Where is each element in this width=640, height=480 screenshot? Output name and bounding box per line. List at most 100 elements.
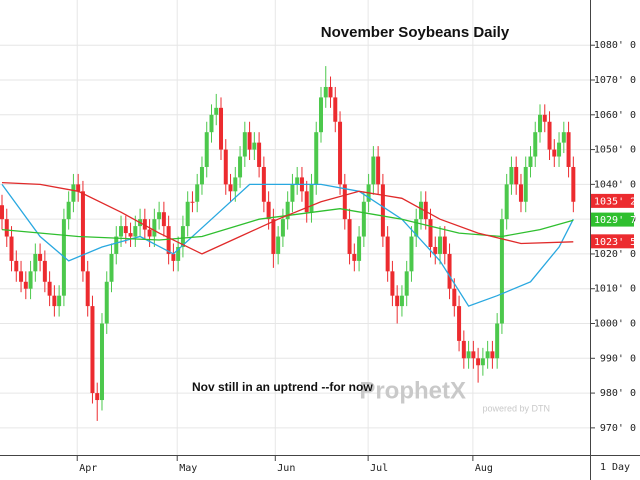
- candle-body: [557, 142, 562, 157]
- candle-body: [423, 201, 428, 220]
- candle-body: [438, 236, 443, 254]
- candle-body: [42, 260, 47, 282]
- candle-body: [357, 236, 362, 261]
- candle-body: [395, 295, 400, 307]
- candle-body: [542, 114, 547, 122]
- candle-body: [466, 351, 471, 359]
- y-tick-label: 1040' 0: [594, 179, 636, 190]
- candle-body: [295, 177, 300, 185]
- candle-body: [80, 191, 85, 272]
- candle-body: [538, 114, 543, 133]
- candle-body: [214, 107, 219, 115]
- candle-body: [4, 219, 9, 237]
- candle-body: [514, 166, 519, 185]
- candle-body: [195, 184, 200, 202]
- candle-body: [499, 219, 504, 324]
- chart-title: November Soybeans Daily: [321, 24, 510, 41]
- candle-body: [347, 219, 352, 254]
- candle-body: [333, 97, 338, 122]
- candle-body: [171, 253, 176, 261]
- candle-body: [228, 184, 233, 192]
- price-label-box: [591, 212, 634, 227]
- candle-body: [342, 184, 347, 220]
- y-tick-label: 1000' 0: [594, 319, 636, 330]
- x-tick-label: May: [179, 463, 197, 474]
- candle-body: [309, 184, 314, 213]
- watermark-sub: powered by DTN: [482, 403, 550, 413]
- candle-body: [304, 191, 309, 213]
- candle-body: [180, 226, 185, 247]
- candle-body: [104, 281, 109, 324]
- candle-body: [480, 358, 485, 366]
- candle-body: [199, 166, 204, 185]
- candle-body: [238, 156, 243, 178]
- candle-body: [414, 219, 419, 237]
- candle-body: [152, 219, 157, 237]
- candle-body: [71, 184, 76, 202]
- candle-body: [447, 253, 452, 289]
- moving-average: [1, 181, 574, 255]
- candle-body: [19, 271, 24, 282]
- candle-body: [276, 236, 281, 254]
- candle-body: [380, 184, 385, 237]
- candle-body: [157, 212, 162, 220]
- candle-body: [0, 205, 4, 220]
- candle-body: [219, 107, 224, 150]
- candle-body: [552, 149, 557, 157]
- candle-body: [314, 132, 319, 185]
- candle-body: [457, 306, 462, 341]
- x-tick-label: Jun: [277, 463, 295, 474]
- x-tick-label: Aug: [475, 463, 493, 474]
- candle-body: [428, 219, 433, 247]
- candle-body: [404, 271, 409, 296]
- candle-body: [38, 253, 43, 261]
- candle-body: [504, 184, 509, 220]
- y-tick-label: 970' 0: [600, 423, 636, 434]
- candle-body: [90, 306, 95, 394]
- candle-body: [95, 393, 100, 401]
- price-label: 1035' 2: [594, 196, 636, 207]
- moving-average: [1, 208, 574, 241]
- candle-body: [266, 201, 271, 220]
- x-tick-label: Jul: [370, 463, 388, 474]
- candle-body: [290, 184, 295, 202]
- candle-body: [252, 142, 257, 150]
- candle-body: [490, 351, 495, 359]
- candle-body: [185, 201, 190, 227]
- x-tick-label: Apr: [79, 463, 97, 474]
- candle-body: [390, 271, 395, 296]
- candle-body: [47, 281, 52, 296]
- candle-body: [161, 212, 166, 227]
- candle-body: [528, 156, 533, 167]
- y-tick-label: 990' 0: [600, 353, 636, 364]
- candle-body: [485, 351, 490, 359]
- candle-body: [566, 132, 571, 167]
- candle-body: [452, 288, 457, 307]
- candle-body: [204, 132, 209, 167]
- candle-body: [361, 201, 366, 237]
- candle-body: [99, 323, 104, 401]
- candle-body: [471, 351, 476, 359]
- candle-body: [133, 226, 138, 237]
- candle-body: [166, 226, 171, 254]
- watermark: ProphetX: [359, 377, 466, 404]
- candle-body: [114, 236, 119, 254]
- candle-body: [338, 121, 343, 185]
- candle-body: [52, 295, 57, 307]
- candle-body: [14, 260, 19, 272]
- candle-body: [257, 142, 262, 167]
- candle-body: [209, 114, 214, 133]
- candle-body: [461, 340, 466, 359]
- candle-body: [280, 219, 285, 237]
- candle-body: [33, 253, 38, 272]
- y-tick-label: 1020' 0: [594, 249, 636, 260]
- price-label: 1029' 7: [594, 215, 636, 226]
- candle-body: [371, 156, 376, 185]
- y-tick-label: 1060' 0: [594, 110, 636, 121]
- candle-body: [190, 201, 195, 203]
- candle-body: [547, 121, 552, 150]
- y-tick-label: 1050' 0: [594, 145, 636, 156]
- candle-body: [409, 236, 414, 272]
- candle-body: [23, 281, 28, 289]
- candle-body: [385, 236, 390, 272]
